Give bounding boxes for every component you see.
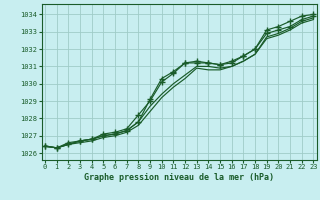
X-axis label: Graphe pression niveau de la mer (hPa): Graphe pression niveau de la mer (hPa) xyxy=(84,173,274,182)
